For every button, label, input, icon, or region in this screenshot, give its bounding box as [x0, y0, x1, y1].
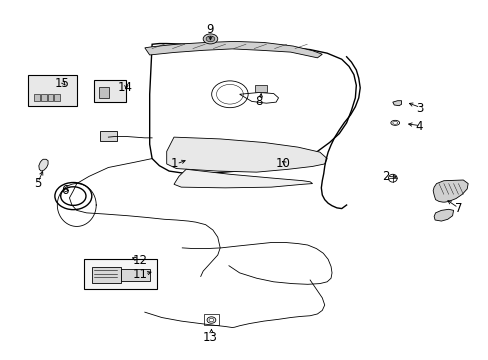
FancyBboxPatch shape [47, 94, 53, 101]
Polygon shape [144, 41, 322, 58]
Text: 4: 4 [415, 120, 423, 133]
FancyBboxPatch shape [99, 87, 109, 98]
Ellipse shape [203, 34, 217, 44]
FancyBboxPatch shape [28, 75, 77, 106]
Text: 13: 13 [203, 331, 218, 344]
Text: 9: 9 [206, 23, 214, 36]
FancyBboxPatch shape [255, 85, 266, 92]
Text: 11: 11 [132, 268, 147, 281]
FancyBboxPatch shape [94, 80, 125, 102]
FancyBboxPatch shape [100, 131, 116, 141]
FancyBboxPatch shape [54, 94, 60, 101]
Text: 10: 10 [275, 157, 290, 170]
Text: 15: 15 [55, 77, 69, 90]
Polygon shape [174, 169, 312, 188]
FancyBboxPatch shape [41, 94, 46, 101]
Text: 3: 3 [415, 102, 422, 115]
Polygon shape [392, 101, 401, 106]
Text: 7: 7 [454, 202, 461, 215]
Polygon shape [432, 180, 467, 202]
Polygon shape [39, 159, 48, 171]
Text: 2: 2 [381, 170, 388, 183]
Text: 1: 1 [170, 157, 177, 170]
Ellipse shape [205, 36, 214, 42]
Text: 14: 14 [118, 81, 133, 94]
Polygon shape [433, 209, 453, 221]
FancyBboxPatch shape [84, 258, 157, 289]
Text: 5: 5 [34, 177, 41, 190]
Text: 12: 12 [132, 254, 147, 267]
Polygon shape [166, 137, 326, 172]
Text: 6: 6 [61, 184, 68, 197]
Text: 8: 8 [255, 95, 262, 108]
FancyBboxPatch shape [92, 267, 120, 283]
FancyBboxPatch shape [34, 94, 40, 101]
FancyBboxPatch shape [121, 269, 149, 282]
